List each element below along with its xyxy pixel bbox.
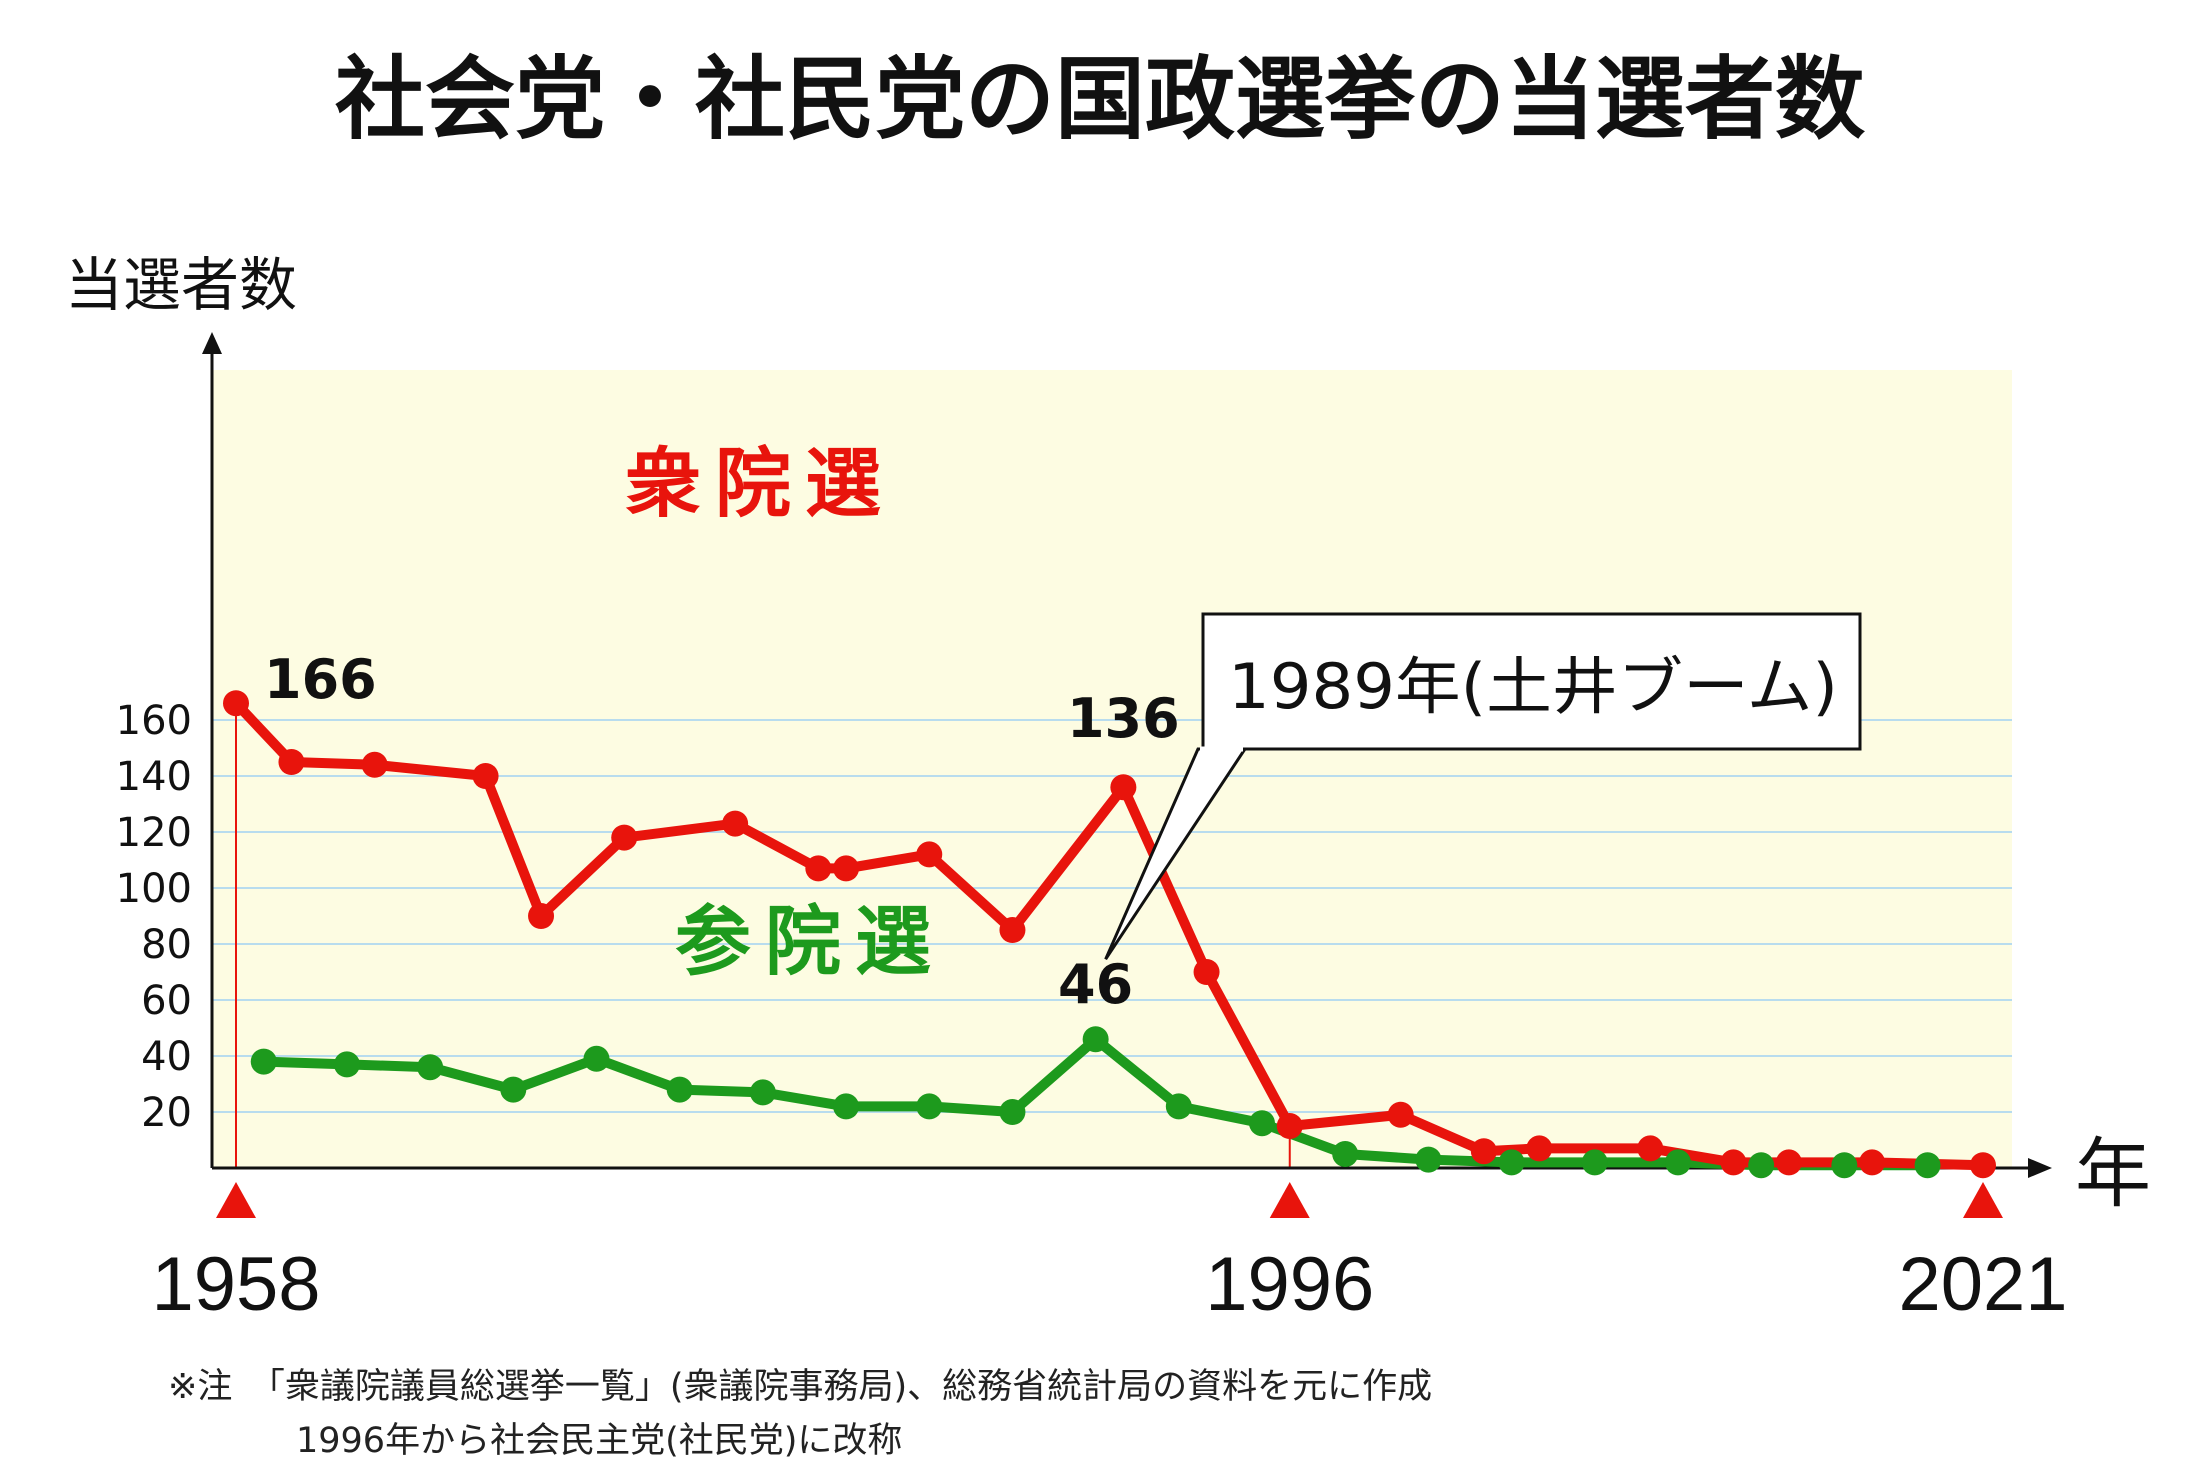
y-tick-100: 100 (116, 866, 192, 912)
point-shugiin-2000 (1387, 1101, 1414, 1128)
point-sangiin-1983 (916, 1093, 943, 1120)
y-tick-labels: 20 40 60 80 100 120 140 160 (116, 698, 192, 1136)
y-tick-140: 140 (116, 754, 192, 800)
point-sangiin-1977 (749, 1079, 776, 1106)
point-sangiin-1968 (500, 1076, 527, 1103)
point-shugiin-1993 (1193, 959, 1220, 985)
point-shugiin-2005 (1526, 1135, 1553, 1162)
point-sangiin-1959 (250, 1048, 277, 1075)
point-shugiin-1979 (805, 855, 832, 882)
point-shugiin-1976 (722, 810, 749, 837)
point-sangiin-1974 (666, 1076, 693, 1103)
point-shugiin-2012 (1720, 1149, 1747, 1176)
source-note: ※注 「衆議院議員総選挙一覧」(衆議院事務局)、総務省統計局の資料を元に作成 (168, 1367, 1432, 1407)
point-sangiin-2016 (1831, 1152, 1858, 1179)
point-sangiin-2001 (1415, 1146, 1442, 1173)
point-shugiin-2003 (1470, 1138, 1497, 1165)
x-tick-1958: 1958 (151, 1242, 320, 1327)
point-shugiin-1980 (833, 855, 860, 882)
x-tick-labels: 1958 1996 2021 (151, 1182, 2068, 1327)
point-shugiin-1969 (528, 903, 555, 929)
y-tick-40: 40 (141, 1034, 192, 1080)
x-tick-1996: 1996 (1205, 1242, 1374, 1327)
rename-note: 1996年から社会民主党(社民党)に改称 (296, 1421, 902, 1461)
point-sangiin-1986 (999, 1099, 1026, 1125)
x-axis-arrow-icon (2028, 1158, 2052, 1178)
point-shugiin-1963 (361, 751, 388, 778)
point-sangiin-1980 (833, 1093, 860, 1120)
year-marker-1958-icon (216, 1182, 256, 1218)
x-axis-label: 年 (2075, 1129, 2151, 1218)
point-sangiin-2019 (1914, 1152, 1941, 1179)
year-marker-1996-icon (1269, 1182, 1310, 1218)
point-sangiin-2004 (1498, 1149, 1525, 1176)
callout-box (1201, 612, 1862, 751)
point-sangiin-1962 (333, 1051, 360, 1078)
point-sangiin-1971 (583, 1045, 610, 1072)
point-shugiin-1990 (1110, 774, 1137, 801)
point-sangiin-1995 (1249, 1110, 1276, 1137)
series-points (223, 690, 1996, 1179)
point-shugiin-2017 (1859, 1149, 1886, 1176)
callout-text: 1989年(土井ブーム) (1228, 650, 1838, 723)
y-tick-120: 120 (116, 810, 192, 856)
point-sangiin-2010 (1664, 1149, 1691, 1176)
peak-label-136: 136 (1067, 687, 1180, 750)
peak-labels: 166 136 46 (264, 648, 1180, 1016)
series-line-shugiin (232, 699, 1984, 1171)
point-shugiin-2014 (1775, 1149, 1802, 1176)
peak-label-46: 46 (1058, 953, 1133, 1016)
y-tick-160: 160 (116, 698, 192, 744)
point-sangiin-1998 (1332, 1141, 1359, 1167)
y-tick-20: 20 (141, 1090, 192, 1136)
point-sangiin-2013 (1748, 1152, 1775, 1179)
y-tick-80: 80 (141, 922, 192, 968)
point-shugiin-2021 (1970, 1152, 1996, 1179)
point-shugiin-1983 (916, 841, 943, 868)
point-sangiin-1992 (1165, 1093, 1192, 1120)
point-sangiin-1989 (1082, 1026, 1109, 1053)
point-shugiin-1986 (999, 917, 1026, 943)
plot-area (212, 370, 2012, 1168)
point-shugiin-1996 (1276, 1113, 1303, 1139)
point-sangiin-2007 (1581, 1149, 1608, 1176)
point-shugiin-1958 (223, 690, 249, 717)
chart-title: 社会党・社民党の国政選挙の当選者数 (335, 47, 1865, 152)
year-marker-2021-icon (1963, 1182, 2003, 1218)
point-sangiin-1965 (417, 1054, 444, 1081)
x-tick-2021: 2021 (1898, 1242, 2067, 1327)
point-shugiin-1972 (611, 824, 638, 851)
point-shugiin-2009 (1637, 1135, 1664, 1162)
series-label-sangiin: 参院選 (675, 897, 945, 986)
y-axis-arrow-icon (202, 332, 222, 354)
y-axis-label: 当選者数 (65, 251, 297, 319)
point-shugiin-1960 (278, 749, 305, 775)
callout: 1989年(土井ブーム) (1104, 612, 1862, 961)
peak-label-166: 166 (264, 648, 377, 711)
point-shugiin-1967 (472, 763, 499, 789)
y-tick-60: 60 (141, 978, 192, 1024)
series-label-shugiin: 衆院選 (625, 439, 895, 528)
